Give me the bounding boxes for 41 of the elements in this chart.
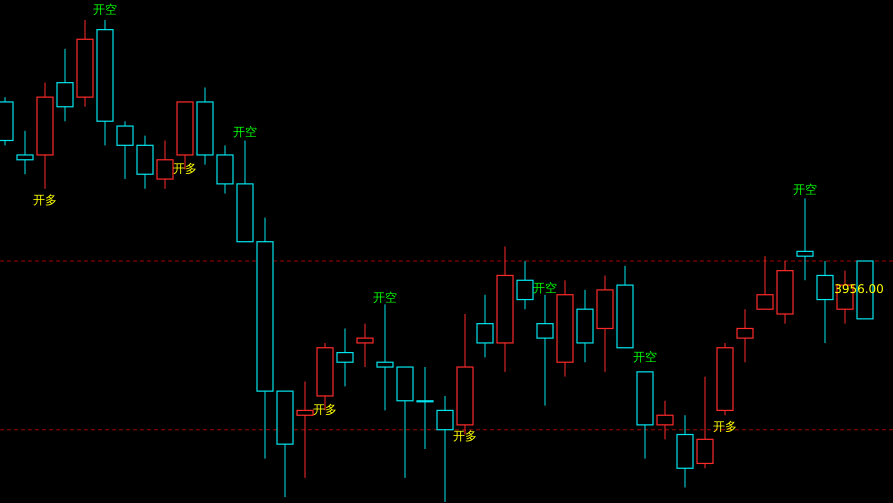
candlestick [696, 376, 714, 469]
candlestick [196, 86, 214, 166]
annotation: 开空 [233, 124, 257, 139]
annotation: 开空 [633, 350, 657, 364]
candlestick [56, 48, 74, 122]
candlestick [156, 140, 174, 190]
candlestick [776, 260, 794, 324]
candlestick [96, 20, 114, 146]
candlestick [816, 260, 834, 344]
candlestick [656, 400, 674, 440]
candlestick [436, 395, 454, 502]
candlestick [476, 294, 494, 358]
candlestick [796, 198, 814, 281]
annotation: 开空 [793, 182, 817, 197]
annotation: 开多 [173, 162, 197, 176]
candlestick [296, 381, 314, 478]
candlestick [596, 274, 614, 372]
candlestick [76, 20, 94, 108]
candlestick [676, 414, 694, 488]
candlestick [496, 246, 514, 372]
candlestick [36, 82, 54, 190]
candlestick [556, 280, 574, 378]
candlestick [336, 328, 354, 387]
candlestick [536, 294, 554, 406]
annotation: 开多 [33, 192, 57, 207]
annotation: 开空 [373, 290, 397, 305]
candlestick [416, 366, 434, 450]
candlestick [376, 304, 394, 411]
candlestick [116, 120, 134, 180]
candlestick [516, 260, 534, 310]
candlestick [256, 217, 274, 460]
candlestick [136, 135, 154, 190]
candlestick [736, 308, 754, 363]
annotation: 开多 [453, 428, 477, 443]
candlestick [216, 144, 234, 194]
text: 开空 [93, 2, 117, 16]
candlestick [576, 289, 594, 363]
candlestick [16, 130, 34, 175]
annotation: 开多 [313, 402, 337, 417]
annotation: 开空 [533, 281, 557, 296]
candlestick [356, 323, 374, 368]
